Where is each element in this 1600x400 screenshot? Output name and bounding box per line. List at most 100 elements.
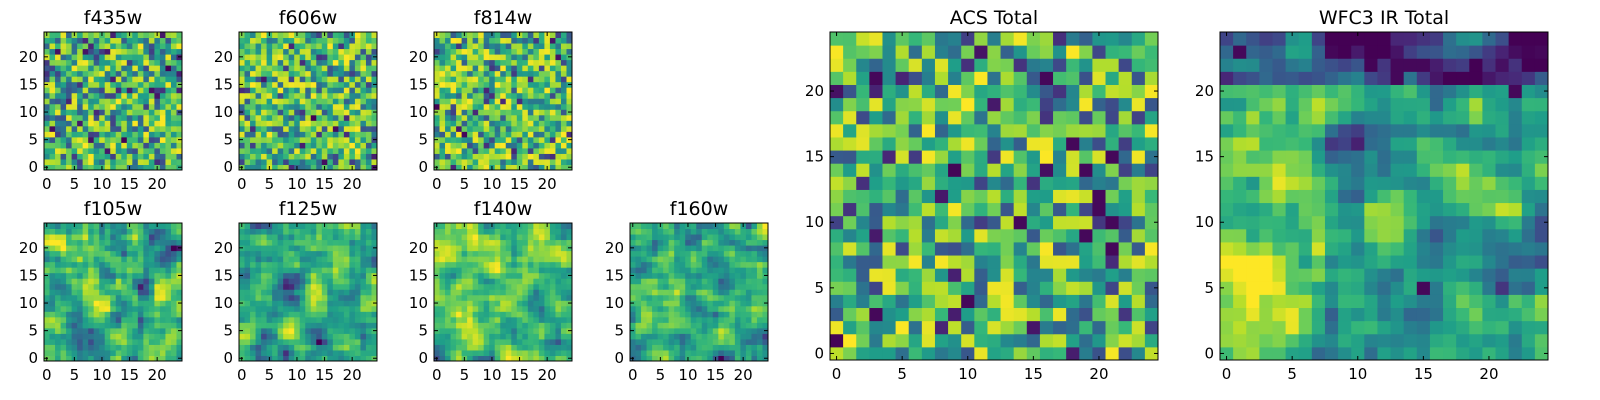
heatmap-cell [121, 272, 128, 279]
heatmap-cell [104, 92, 111, 99]
heatmap-cell [549, 87, 556, 94]
heatmap-cell [159, 109, 166, 116]
heatmap-cell [856, 255, 870, 269]
heatmap-cell [472, 92, 479, 99]
heatmap-cell [830, 202, 844, 217]
heatmap-cell [555, 349, 562, 356]
heatmap-cell [294, 344, 301, 351]
heatmap-cell [707, 344, 714, 351]
heatmap-cell [987, 241, 1002, 256]
heatmap-cell [49, 43, 56, 50]
heatmap-cell [745, 256, 752, 263]
heatmap-cell [450, 81, 457, 88]
heatmap-cell [445, 103, 452, 110]
heatmap-cell [143, 125, 150, 132]
heatmap-cell [830, 268, 844, 282]
heatmap-cell [159, 32, 166, 39]
heatmap-cell [718, 228, 725, 235]
heatmap-cell [316, 228, 323, 235]
heatmap-cell [856, 333, 870, 348]
heatmap-cell [159, 261, 166, 268]
heatmap-cell [538, 103, 545, 110]
heatmap-cell [349, 70, 356, 77]
heatmap-cell [288, 142, 295, 149]
heatmap-cell [277, 256, 284, 263]
heatmap-cell [467, 59, 474, 66]
heatmap-cell [718, 283, 725, 290]
heatmap-cell [483, 327, 490, 334]
heatmap-cells [630, 223, 769, 362]
heatmap-cell [327, 239, 334, 246]
heatmap-cell [516, 272, 523, 279]
heatmap-cell [895, 307, 910, 322]
heatmap-cell [516, 70, 523, 77]
heatmap-cell [44, 98, 51, 105]
heatmap-cell [143, 272, 150, 279]
heatmap-cell [652, 278, 659, 285]
heatmap-cell [310, 283, 317, 290]
heatmap-cell [332, 136, 339, 143]
heatmap-cell [1079, 333, 1093, 348]
heatmap-cell [756, 250, 763, 257]
heatmap-cell [272, 355, 279, 362]
heatmap-cell [549, 223, 556, 230]
heatmap-cell [461, 120, 468, 127]
heatmap-cell [1131, 228, 1146, 243]
heatmap-cell [478, 92, 485, 99]
heatmap-cell [461, 261, 468, 268]
heatmap-cell [712, 256, 719, 263]
heatmap-cell [121, 103, 128, 110]
heatmap-cell [679, 256, 686, 263]
heatmap-cell [354, 305, 361, 312]
heatmap-cell [908, 255, 923, 269]
heatmap-cell [751, 261, 758, 268]
heatmap-cell [718, 223, 725, 230]
heatmap-cell [533, 81, 540, 88]
heatmap-cell [549, 92, 556, 99]
heatmap-cell [690, 322, 697, 329]
heatmap-cell [170, 223, 177, 230]
heatmap-cell [283, 103, 290, 110]
heatmap-cell [250, 316, 257, 323]
heatmap-cell [321, 87, 328, 94]
heatmap-cell [316, 316, 323, 323]
heatmap-cell [461, 158, 468, 165]
heatmap-cell [439, 267, 446, 274]
x-tick-label: 0 [42, 175, 52, 193]
heatmap-cell [299, 136, 306, 143]
heatmap-cell [99, 228, 106, 235]
heatmap-cell [165, 256, 172, 263]
heatmap-cell [277, 228, 284, 235]
heatmap-cell [445, 131, 452, 138]
heatmap-cell [461, 228, 468, 235]
heatmap-cell [668, 333, 675, 340]
heatmap-cell [522, 158, 529, 165]
heatmap-cell [560, 103, 567, 110]
heatmap-cell [549, 311, 556, 318]
heatmap-cell [305, 294, 312, 301]
heatmap-cell [646, 333, 653, 340]
heatmap-cell [104, 355, 111, 362]
heatmap-cell [365, 125, 372, 132]
heatmap-cell [49, 114, 56, 121]
heatmap-cell [690, 278, 697, 285]
heatmap-cell [88, 327, 95, 334]
heatmap-cell [439, 294, 446, 301]
heatmap-cell [371, 338, 378, 345]
heatmap-cell [115, 344, 122, 351]
heatmap-cell [250, 250, 257, 257]
heatmap-cell [472, 98, 479, 105]
heatmap-cell [44, 305, 51, 312]
heatmap-cell [239, 153, 246, 160]
heatmap-cell [338, 131, 345, 138]
heatmap-cell [690, 261, 697, 268]
heatmap-cell [961, 294, 975, 309]
heatmap-cell [511, 283, 518, 290]
heatmap-cell [365, 223, 372, 230]
heatmap-cell [549, 76, 556, 83]
heatmap-cell [566, 158, 573, 165]
heatmap-cell [522, 120, 529, 127]
heatmap-cell [533, 153, 540, 160]
heatmap-cell [450, 158, 457, 165]
